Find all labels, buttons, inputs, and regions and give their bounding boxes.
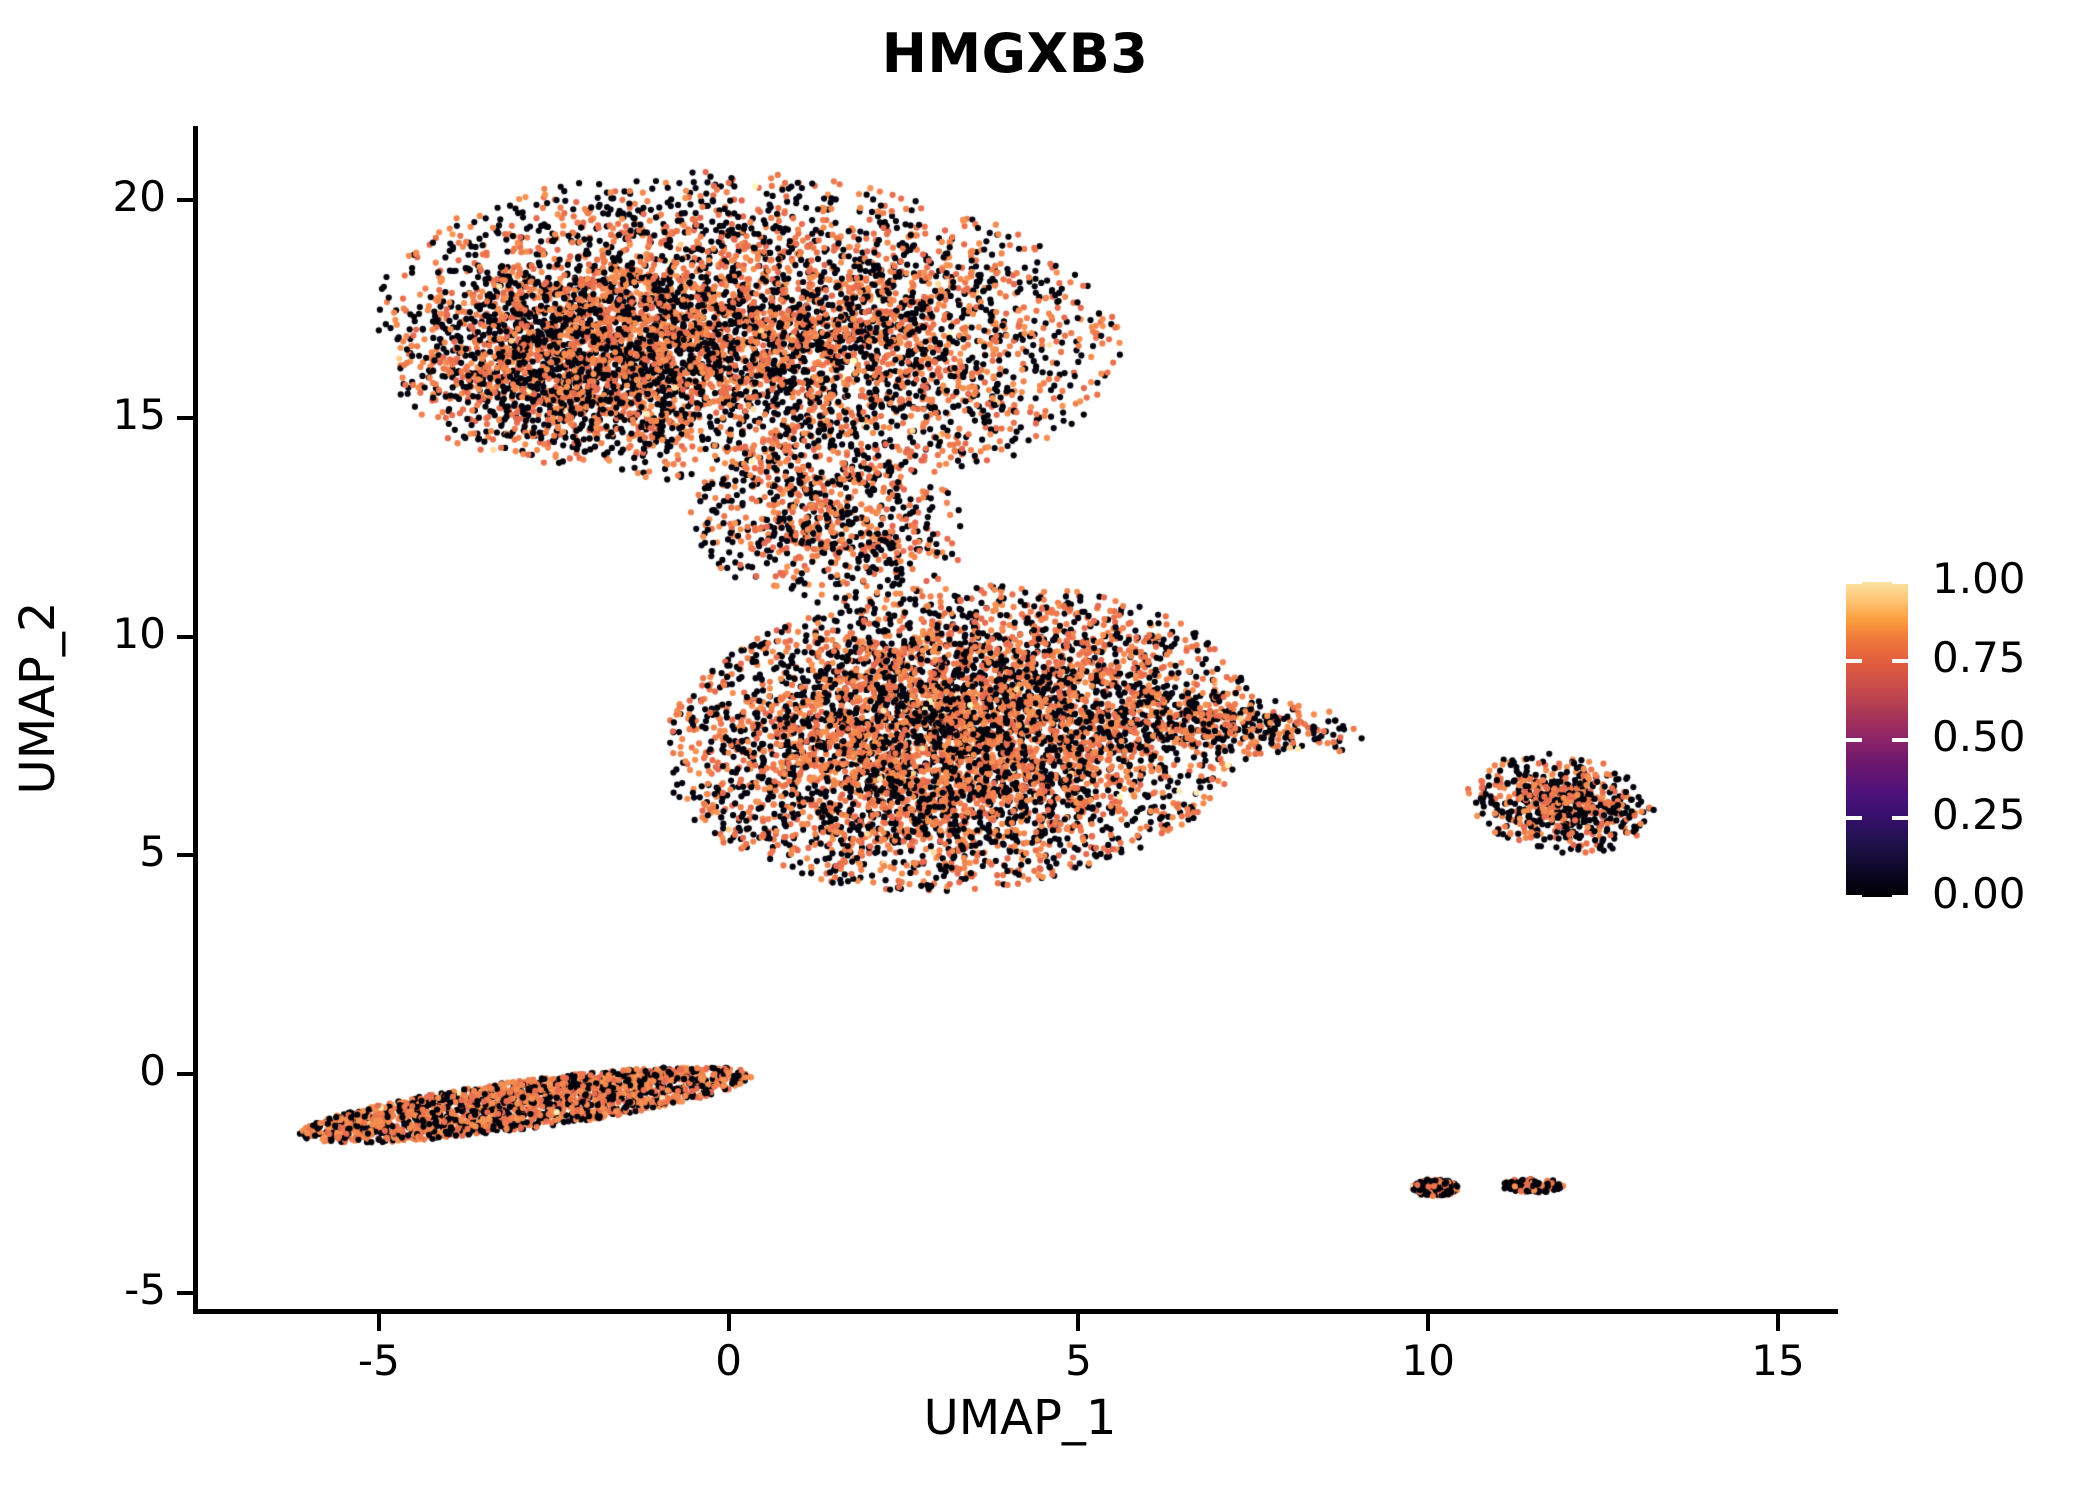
x-tick-label: 15	[1751, 1336, 1805, 1385]
x-tick-mark	[1426, 1314, 1431, 1331]
y-tick-label: -5	[124, 1264, 166, 1314]
colorbar-tick-label: 0.75	[1932, 632, 2026, 682]
colorbar-tick-label: 0.00	[1932, 869, 2026, 918]
y-tick-label: 0	[139, 1046, 166, 1095]
x-tick-mark	[376, 1314, 381, 1331]
y-tick-mark	[177, 416, 194, 421]
y-tick-mark	[177, 197, 194, 202]
y-tick-mark	[177, 634, 194, 639]
y-tick-mark	[177, 853, 194, 858]
plot-area	[197, 130, 1834, 1310]
scatter-points-canvas	[197, 130, 1834, 1310]
colorbar-tick-mark	[1846, 816, 1862, 821]
y-tick-label: 10	[112, 608, 166, 658]
x-tick-label: 5	[1065, 1336, 1092, 1385]
x-axis-spine	[193, 1309, 1838, 1314]
y-axis-spine	[193, 126, 198, 1314]
colorbar-tick-mark	[1892, 816, 1908, 821]
x-tick-label: 10	[1401, 1336, 1455, 1385]
colorbar-tick-label: 0.25	[1932, 790, 2026, 840]
colorbar-tick-mark	[1846, 580, 1862, 584]
y-tick-mark	[177, 1072, 194, 1076]
x-tick-mark	[726, 1314, 731, 1331]
colorbar-tick-mark	[1892, 658, 1908, 663]
x-tick-mark	[1776, 1314, 1781, 1331]
x-tick-label: 0	[715, 1336, 743, 1385]
colorbar-tick-mark	[1892, 737, 1908, 742]
y-tick-label: 20	[112, 171, 166, 221]
page-title: HMGXB3	[881, 22, 1149, 85]
colorbar-tick-mark	[1892, 580, 1908, 584]
colorbar-tick-label: 0.50	[1932, 711, 2026, 761]
colorbar-tick-mark	[1846, 895, 1862, 899]
x-tick-label: -5	[357, 1336, 400, 1385]
y-axis-label: UMAP_2	[10, 601, 66, 795]
y-tick-label: 5	[139, 827, 166, 877]
colorbar-tick-mark	[1846, 658, 1862, 663]
x-axis-label: UMAP_1	[923, 1390, 1117, 1446]
colorbar-tick-mark	[1892, 895, 1908, 899]
y-tick-mark	[177, 1290, 194, 1295]
colorbar-tick-label: 1.00	[1932, 554, 2026, 603]
colorbar: 1.00 0.75 0.50 0.25 0.00	[1846, 554, 2026, 918]
x-tick-mark	[1076, 1314, 1081, 1331]
y-tick-label: 15	[112, 390, 166, 440]
colorbar-tick-mark	[1846, 737, 1862, 742]
